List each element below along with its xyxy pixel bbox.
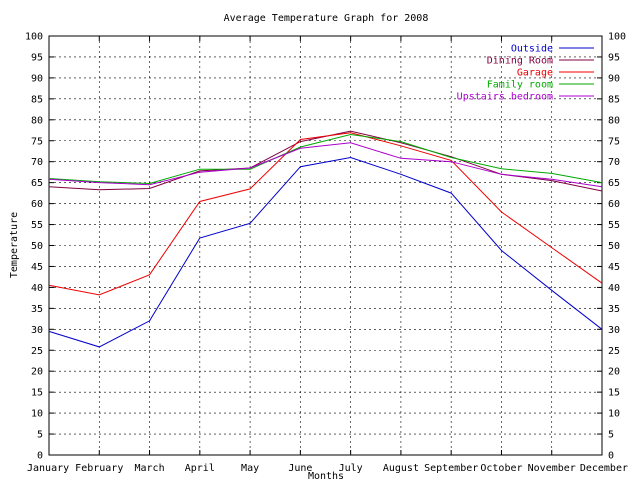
y-tick-label: 85 (608, 94, 620, 105)
y-tick-label: 10 (31, 409, 43, 420)
x-axis-label: Months (308, 471, 344, 480)
y-tick-labels-right: 0 5 10 15 20 25 30 35 40 45 50 55 60 65 70 75 80 85 90 95 10… (608, 32, 626, 462)
y-tick-label: 75 (608, 136, 620, 147)
x-tick-label: September (424, 463, 478, 474)
y-tick-label: 15 (31, 388, 43, 399)
y-tick-label: 100 (608, 32, 626, 43)
x-tick-label: October (480, 463, 522, 474)
x-tick-label: February (75, 463, 123, 474)
y-tick-label: 0 (37, 451, 43, 462)
series-line-4 (48, 142, 603, 188)
series-line-0 (48, 156, 603, 348)
y-tick-label: 30 (608, 325, 620, 336)
legend-label: Upstairs bedroom (457, 92, 553, 103)
y-tick-label: 95 (608, 52, 620, 63)
y-tick-label: 65 (31, 178, 43, 189)
series-line-3 (48, 133, 603, 185)
y-tick-label: 75 (31, 136, 43, 147)
y-tick-label: 35 (31, 304, 43, 315)
x-tick-label: April (185, 463, 215, 474)
y-tick-label: 60 (608, 199, 620, 210)
legend-label: Outside (511, 44, 553, 55)
y-tick-label: 55 (31, 220, 43, 231)
x-tick-label: November (528, 463, 576, 474)
y-tick-label: 50 (608, 241, 620, 252)
y-tick-label: 25 (608, 346, 620, 357)
y-tick-label: 20 (31, 367, 43, 378)
series-lines (48, 130, 603, 348)
y-tick-labels-left: 0 5 10 15 20 25 30 35 40 45 50 55 60 65 70 75 80 85 90 95 10… (25, 32, 43, 462)
x-tick-labels: January February March April May June July Augu… (27, 463, 628, 474)
y-tick-label: 55 (608, 220, 620, 231)
legend-label: Garage (517, 68, 553, 79)
y-tick-label: 35 (608, 304, 620, 315)
y-tick-label: 90 (31, 73, 43, 84)
y-tick-label: 5 (608, 430, 614, 441)
y-tick-label: 45 (608, 262, 620, 273)
y-tick-label: 10 (608, 409, 620, 420)
y-tick-label: 100 (25, 32, 43, 43)
x-tick-label: December (580, 463, 628, 474)
y-tick-label: 85 (31, 94, 43, 105)
plot-frame (48, 35, 603, 456)
x-tick-label: August (383, 463, 419, 474)
y-tick-label: 70 (31, 157, 43, 168)
y-tick-label: 40 (608, 283, 620, 294)
y-tick-label: 70 (608, 157, 620, 168)
legend-label: Dining Room (487, 56, 553, 67)
legend-label: Family room (487, 80, 553, 91)
y-axis-label: Temperature (9, 212, 20, 278)
y-tick-label: 5 (37, 430, 43, 441)
x-tick-label: May (241, 463, 259, 474)
series-line-2 (48, 132, 603, 296)
x-tick-label: January (27, 463, 69, 474)
y-tick-label: 50 (31, 241, 43, 252)
x-tick-label: July (339, 463, 363, 474)
y-tick-label: 30 (31, 325, 43, 336)
y-tick-label: 25 (31, 346, 43, 357)
y-tick-label: 60 (31, 199, 43, 210)
x-tick-label: June (288, 463, 312, 474)
x-tick-label: March (134, 463, 164, 474)
y-tick-label: 0 (608, 451, 614, 462)
grid (48, 35, 603, 456)
y-tick-label: 40 (31, 283, 43, 294)
y-tick-label: 95 (31, 52, 43, 63)
y-tick-label: 80 (608, 115, 620, 126)
y-tick-label: 15 (608, 388, 620, 399)
chart-title: Average Temperature Graph for 2008 (224, 13, 429, 24)
y-tick-label: 20 (608, 367, 620, 378)
y-tick-label: 90 (608, 73, 620, 84)
y-tick-label: 80 (31, 115, 43, 126)
y-tick-label: 45 (31, 262, 43, 273)
series-line-1 (48, 130, 603, 192)
y-tick-label: 65 (608, 178, 620, 189)
